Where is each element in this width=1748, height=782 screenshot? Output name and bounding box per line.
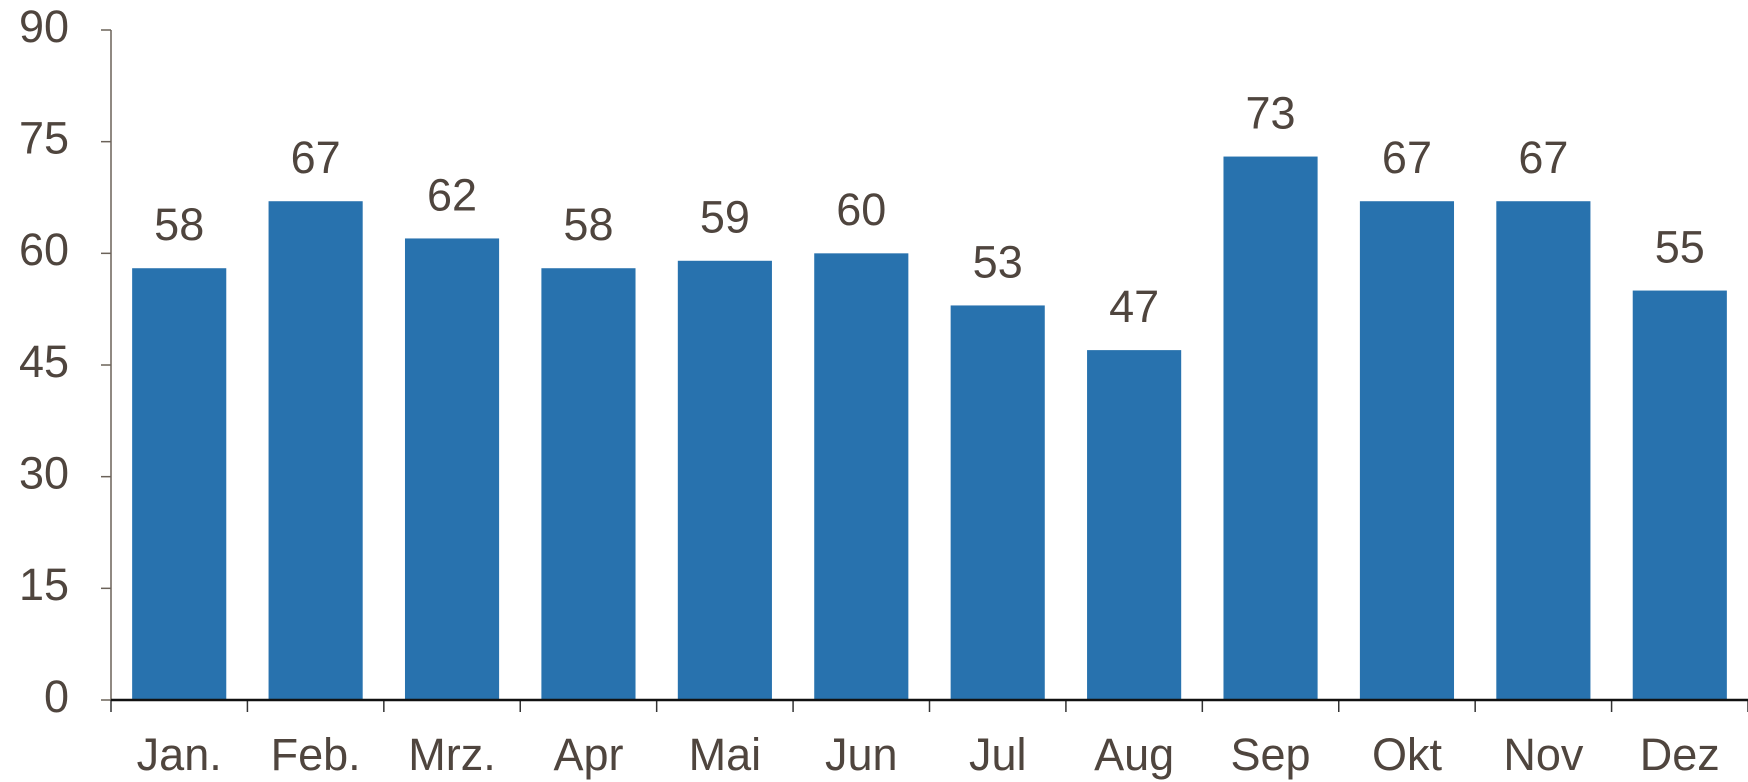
data-label: 58 [563,199,613,250]
bar [677,260,772,700]
data-label: 58 [154,199,204,250]
bar [950,305,1045,700]
bar [1087,350,1182,700]
y-tick-label: 45 [19,336,69,387]
bar [1496,201,1591,700]
data-label: 73 [1246,87,1296,138]
x-tick-label: Jan. [137,729,222,780]
x-tick-label: Mai [689,729,762,780]
x-tick-label: Nov [1503,729,1584,780]
y-tick-label: 0 [44,671,69,722]
x-tick-label: Aug [1094,729,1174,780]
x-tick-label: Apr [553,729,623,780]
y-tick-label: 90 [19,1,69,52]
y-tick-label: 15 [19,559,69,610]
x-tick-label: Okt [1372,729,1443,780]
bar [1223,156,1318,701]
y-tick-label: 60 [19,224,69,275]
x-tick-label: Feb. [271,729,361,780]
x-tick-label: Jun [825,729,898,780]
x-tick-label: Sep [1231,729,1311,780]
data-label: 55 [1655,221,1705,272]
bar [1632,290,1727,700]
data-label: 59 [700,192,750,243]
bar [814,253,909,701]
data-label: 47 [1109,281,1159,332]
bar [268,201,363,700]
bar [541,268,636,700]
y-tick-label: 30 [19,448,69,499]
bar [132,268,227,700]
data-label: 67 [291,132,341,183]
bar [404,238,500,700]
data-label: 60 [836,184,886,235]
data-label: 67 [1518,132,1568,183]
x-tick-label: Mrz. [408,729,495,780]
data-label: 62 [427,169,477,220]
data-label: 67 [1382,132,1432,183]
x-tick-label: Dez [1640,729,1720,780]
y-tick-label: 75 [19,113,69,164]
bar [1359,201,1455,700]
x-tick-label: Jul [969,729,1027,780]
data-label: 53 [973,236,1023,287]
